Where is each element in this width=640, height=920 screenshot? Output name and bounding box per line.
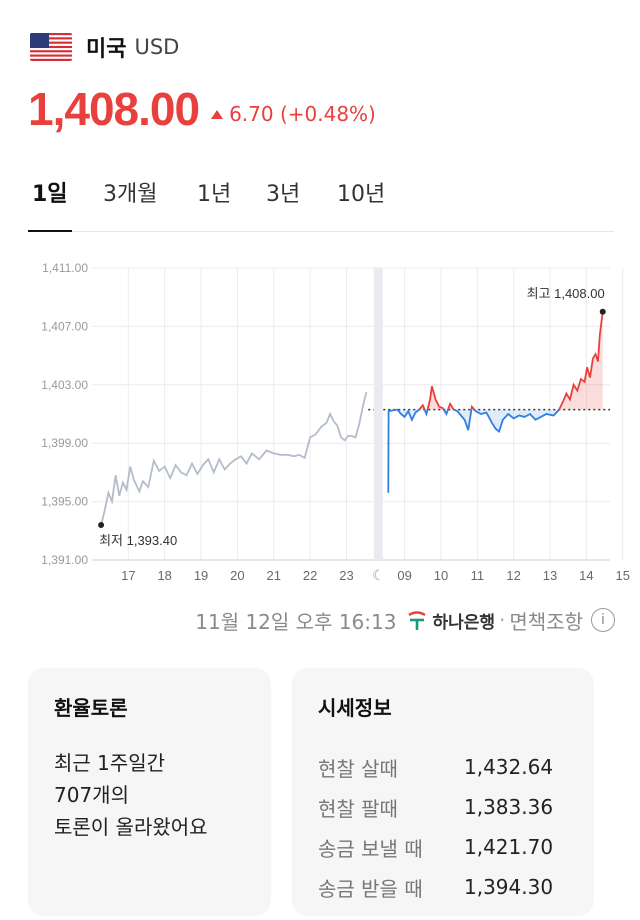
disclaimer-link[interactable]: 면책조항	[509, 609, 583, 634]
currency-header: 미국 USD	[30, 30, 179, 64]
rate-value: 1,421.70	[464, 835, 554, 859]
chart-labels: 1,411.00 1,407.00 1,403.00 1,399.00 1,395.00…	[41, 261, 630, 583]
rate-change-value: 6.70 (+0.48%)	[229, 102, 376, 126]
chart-grid	[92, 267, 624, 561]
x-tick-label: 23	[339, 568, 353, 583]
x-tick-label: 18	[157, 568, 171, 583]
info-icon[interactable]: i	[591, 608, 615, 632]
up-area	[397, 311, 603, 410]
night-band	[373, 268, 383, 560]
x-tick-label: 12	[506, 568, 520, 583]
x-tick-label: 09	[397, 568, 411, 583]
rate-label: 현찰 팔때	[318, 796, 398, 821]
country-name: 미국	[86, 37, 127, 62]
today-series-down-line	[387, 409, 561, 493]
x-tick-label: 17	[121, 568, 135, 583]
y-tick-label: 1,407.00	[41, 319, 88, 333]
separator-dot: ·	[499, 608, 506, 632]
tab-10y[interactable]: 10년	[337, 182, 386, 207]
x-tick-label: 22	[303, 568, 317, 583]
y-tick-label: 1,411.00	[42, 261, 88, 275]
night-band-rect	[373, 268, 383, 560]
active-tab-indicator	[28, 230, 72, 232]
current-rate: 1,408.00	[28, 83, 200, 135]
rate-row: 송금 받을 때 1,394.30	[318, 867, 568, 907]
y-tick-label: 1,395.00	[41, 495, 88, 509]
bank-source[interactable]: 하나은행	[406, 608, 495, 633]
rate-label: 현찰 살때	[318, 756, 398, 781]
tab-3y[interactable]: 3년	[266, 182, 301, 207]
rate-label: 송금 보낼 때	[318, 836, 423, 861]
area-fill	[388, 311, 603, 493]
today-series-up-line	[391, 311, 604, 410]
rate-label: 송금 받을 때	[318, 876, 423, 901]
x-tick-label: 20	[230, 568, 244, 583]
y-tick-label: 1,391.00	[41, 553, 88, 567]
down-area	[388, 409, 603, 493]
rate-info-title: 시세정보	[318, 696, 392, 720]
chart-footer: 11월 12일 오후 16:13 하나은행 · 면책조항 i	[0, 600, 615, 640]
tab-3m[interactable]: 3개월	[103, 182, 158, 207]
currency-code: USD	[134, 35, 180, 59]
discussion-text-line: 707개의	[54, 783, 129, 807]
tab-1d[interactable]: 1일	[32, 182, 68, 207]
rate-change: 6.70 (+0.48%)	[211, 102, 376, 126]
rate-chart[interactable]: 1,411.00 1,407.00 1,403.00 1,399.00 1,395.00…	[0, 248, 640, 598]
discussion-title: 환율토론	[54, 696, 128, 720]
low-label: 최저 1,393.40	[99, 533, 177, 548]
rate-row: 송금 보낼 때 1,421.70	[318, 827, 568, 867]
x-tick-label: 11	[471, 568, 485, 583]
moon-icon: ☾	[372, 567, 385, 583]
x-tick-label: 21	[267, 568, 281, 583]
high-label: 최고 1,408.00	[527, 286, 605, 301]
tab-1y[interactable]: 1년	[197, 182, 232, 207]
x-tick-label: 13	[543, 568, 557, 583]
period-tabs: 1일 3개월 1년 3년 10년	[28, 172, 614, 232]
up-arrow-icon	[211, 109, 224, 119]
discussion-text-line: 토론이 올라왔어요	[54, 815, 208, 839]
series-lines	[98, 308, 606, 528]
bank-name: 하나은행	[432, 612, 496, 633]
rate-info-card[interactable]: 시세정보 현찰 살때 1,432.64 현찰 팔때 1,383.36 송금 보낼…	[292, 668, 594, 916]
discussion-text-line: 최근 1주일간	[54, 751, 166, 775]
x-tick-label: 15	[615, 568, 629, 583]
us-flag-icon	[30, 33, 72, 61]
y-tick-label: 1,403.00	[41, 378, 88, 392]
x-tick-label: 19	[194, 568, 208, 583]
rate-value: 1,394.30	[464, 875, 554, 899]
x-tick-label: 14	[579, 568, 593, 583]
discussion-card[interactable]: 환율토론 최근 1주일간 707개의 토론이 올라왔어요	[28, 668, 271, 916]
low-point	[98, 521, 105, 528]
rate-value: 1,432.64	[464, 755, 554, 779]
update-timestamp: 11월 12일 오후 16:13	[195, 609, 397, 634]
hana-bank-logo-icon	[408, 611, 427, 630]
rate-value: 1,383.36	[464, 795, 554, 819]
price-row: 1,408.00 6.70 (+0.48%)	[28, 82, 376, 136]
history-series-line	[100, 391, 368, 526]
rate-row: 현찰 살때 1,432.64	[318, 747, 568, 787]
rate-row: 현찰 팔때 1,383.36	[318, 787, 568, 827]
high-point	[599, 308, 606, 315]
y-tick-label: 1,399.00	[41, 436, 88, 450]
x-tick-label: 10	[434, 568, 448, 583]
